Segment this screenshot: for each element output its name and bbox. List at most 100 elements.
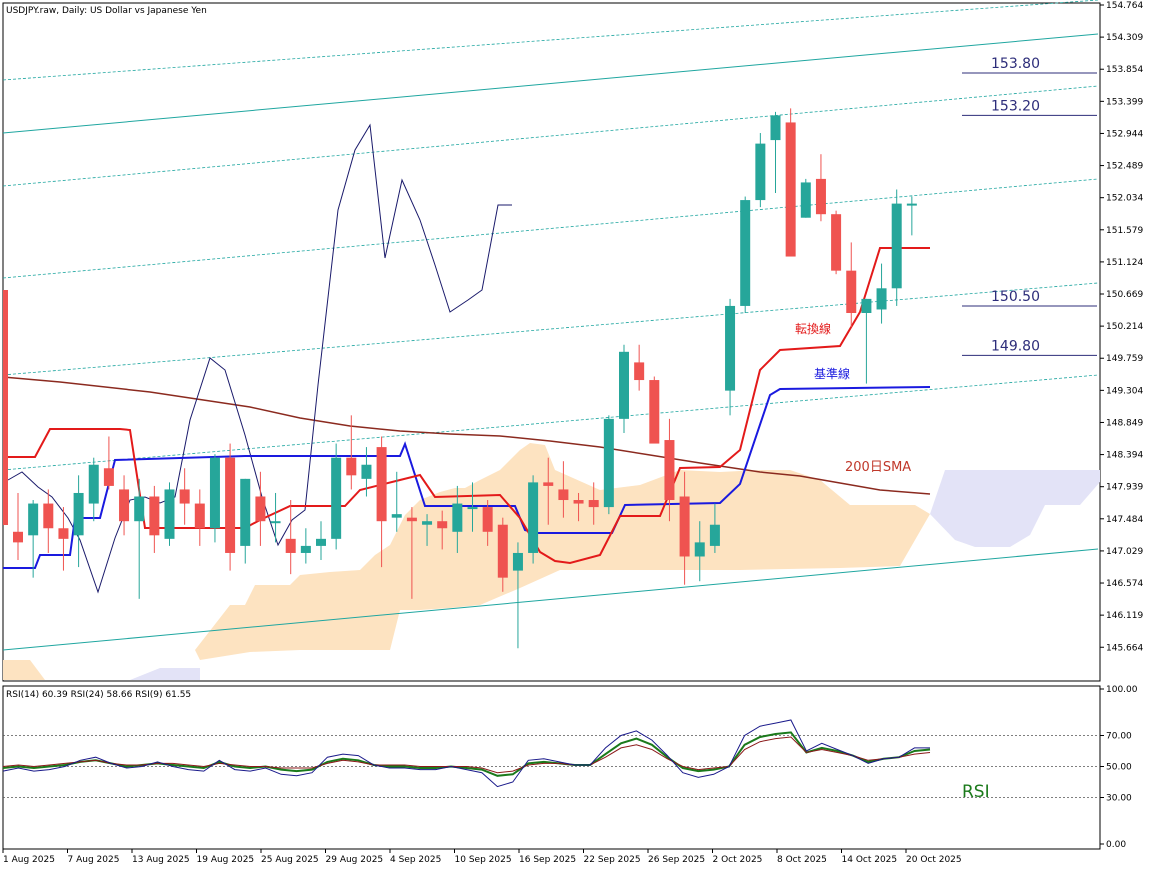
candle (634, 344, 645, 391)
rsi-title: RSI(14) 60.39 RSI(24) 58.66 RSI(9) 61.55 (6, 690, 191, 700)
kumo-bear-area (130, 668, 200, 680)
candle (255, 471, 266, 546)
price-tick-label: 145.664 (1106, 643, 1143, 653)
candle-body (558, 489, 569, 501)
price-tick-label: 146.574 (1106, 579, 1143, 589)
candle-body (13, 531, 23, 543)
candle (179, 468, 190, 525)
price-tick-label: 153.399 (1106, 97, 1143, 107)
candle-body (725, 305, 736, 391)
candle (88, 457, 99, 522)
candle-body (846, 270, 857, 313)
candle (28, 500, 39, 578)
candle-body (119, 489, 130, 522)
candle (103, 436, 114, 490)
candle-body (149, 496, 160, 536)
candle-body (225, 457, 236, 553)
price-tick-label: 147.484 (1106, 515, 1143, 525)
candle-body (679, 496, 690, 557)
candle-body (785, 122, 796, 257)
candle-body (740, 200, 751, 306)
candle-body (376, 447, 387, 522)
price-level-label: 149.80 (991, 338, 1040, 354)
ichimoku-cloud (3, 443, 1100, 680)
candle-body (634, 362, 645, 381)
channel-dotted-line (2, 85, 1099, 187)
price-level-label: 153.80 (991, 56, 1040, 72)
candle-body (528, 482, 539, 553)
candle-body (316, 538, 326, 546)
candle (861, 298, 872, 384)
candle-body (240, 478, 251, 546)
rsi-tick-label: 30.00 (1106, 794, 1132, 804)
candle (891, 189, 902, 306)
channel-dotted-line (2, 0, 1099, 81)
candle (300, 528, 311, 564)
candle-body (28, 503, 39, 536)
candle (467, 482, 478, 532)
price-tick-label: 148.394 (1106, 451, 1143, 461)
candle (270, 492, 281, 543)
price-tick-label: 152.944 (1106, 129, 1143, 139)
tenkan-sen-path (3, 247, 930, 565)
candle (437, 510, 448, 550)
candle (588, 482, 599, 525)
date-tick-label: 1 Aug 2025 (3, 855, 55, 865)
candle (58, 507, 69, 571)
price-tick-label: 150.214 (1106, 322, 1143, 332)
candle-body (512, 552, 523, 571)
price-tick-label: 149.759 (1106, 354, 1143, 364)
candle (194, 489, 205, 546)
candle-body (876, 288, 887, 310)
date-tick-label: 2 Oct 2025 (713, 855, 763, 865)
candle (497, 517, 508, 592)
sma-label: 200日SMA (845, 460, 911, 475)
candle-body (3, 290, 8, 525)
price-level-label: 150.50 (991, 289, 1040, 305)
channel-line (2, 33, 1099, 134)
candle-body (58, 528, 69, 539)
regression-channel (2, 0, 1099, 651)
candle (664, 418, 675, 522)
kumo-bull-area (195, 443, 930, 660)
date-tick-label: 22 Sep 2025 (584, 855, 641, 865)
candle-body (815, 178, 826, 215)
date-tick-label: 7 Aug 2025 (68, 855, 120, 865)
rsi-tick-label: 0.00 (1106, 840, 1126, 850)
rsi-series-line (2, 719, 930, 788)
candle-body (482, 507, 493, 532)
date-tick-label: 4 Sep 2025 (390, 855, 441, 865)
candle-body (331, 457, 342, 539)
candle (512, 542, 523, 649)
price-tick-label: 151.124 (1106, 258, 1143, 268)
channel-dotted-line (2, 374, 1099, 471)
rsi-pane-frame (2, 685, 1101, 850)
kumo-bull-area (3, 660, 45, 680)
chart-title: USDJPY.raw, Daily: US Dollar vs Japanese… (6, 6, 207, 16)
candle-body (43, 503, 54, 529)
date-tick-label: 14 Oct 2025 (842, 855, 898, 865)
rsi-lines (2, 719, 1099, 798)
candle (815, 154, 826, 222)
price-tick-label: 150.669 (1106, 290, 1143, 300)
candle-body (649, 380, 660, 444)
price-tick-label: 146.119 (1106, 611, 1143, 621)
candle (846, 242, 857, 328)
candle (134, 478, 145, 599)
date-tick-label: 25 Aug 2025 (261, 855, 319, 865)
candle (376, 436, 387, 568)
candle-body (664, 440, 675, 501)
candle (770, 111, 781, 194)
rsi-axis: 100.00 70.00 50.00 30.00 0.00 (1100, 685, 1138, 850)
candle (422, 514, 433, 546)
candle (709, 503, 720, 553)
candle-body (391, 514, 402, 518)
kumo-bear-area (930, 470, 1100, 547)
candle (164, 482, 175, 546)
candle-body (88, 464, 99, 504)
price-tick-label: 154.764 (1106, 1, 1143, 11)
candle (316, 521, 326, 561)
candle (831, 210, 842, 275)
candle-body (270, 521, 281, 524)
candle (785, 108, 796, 257)
